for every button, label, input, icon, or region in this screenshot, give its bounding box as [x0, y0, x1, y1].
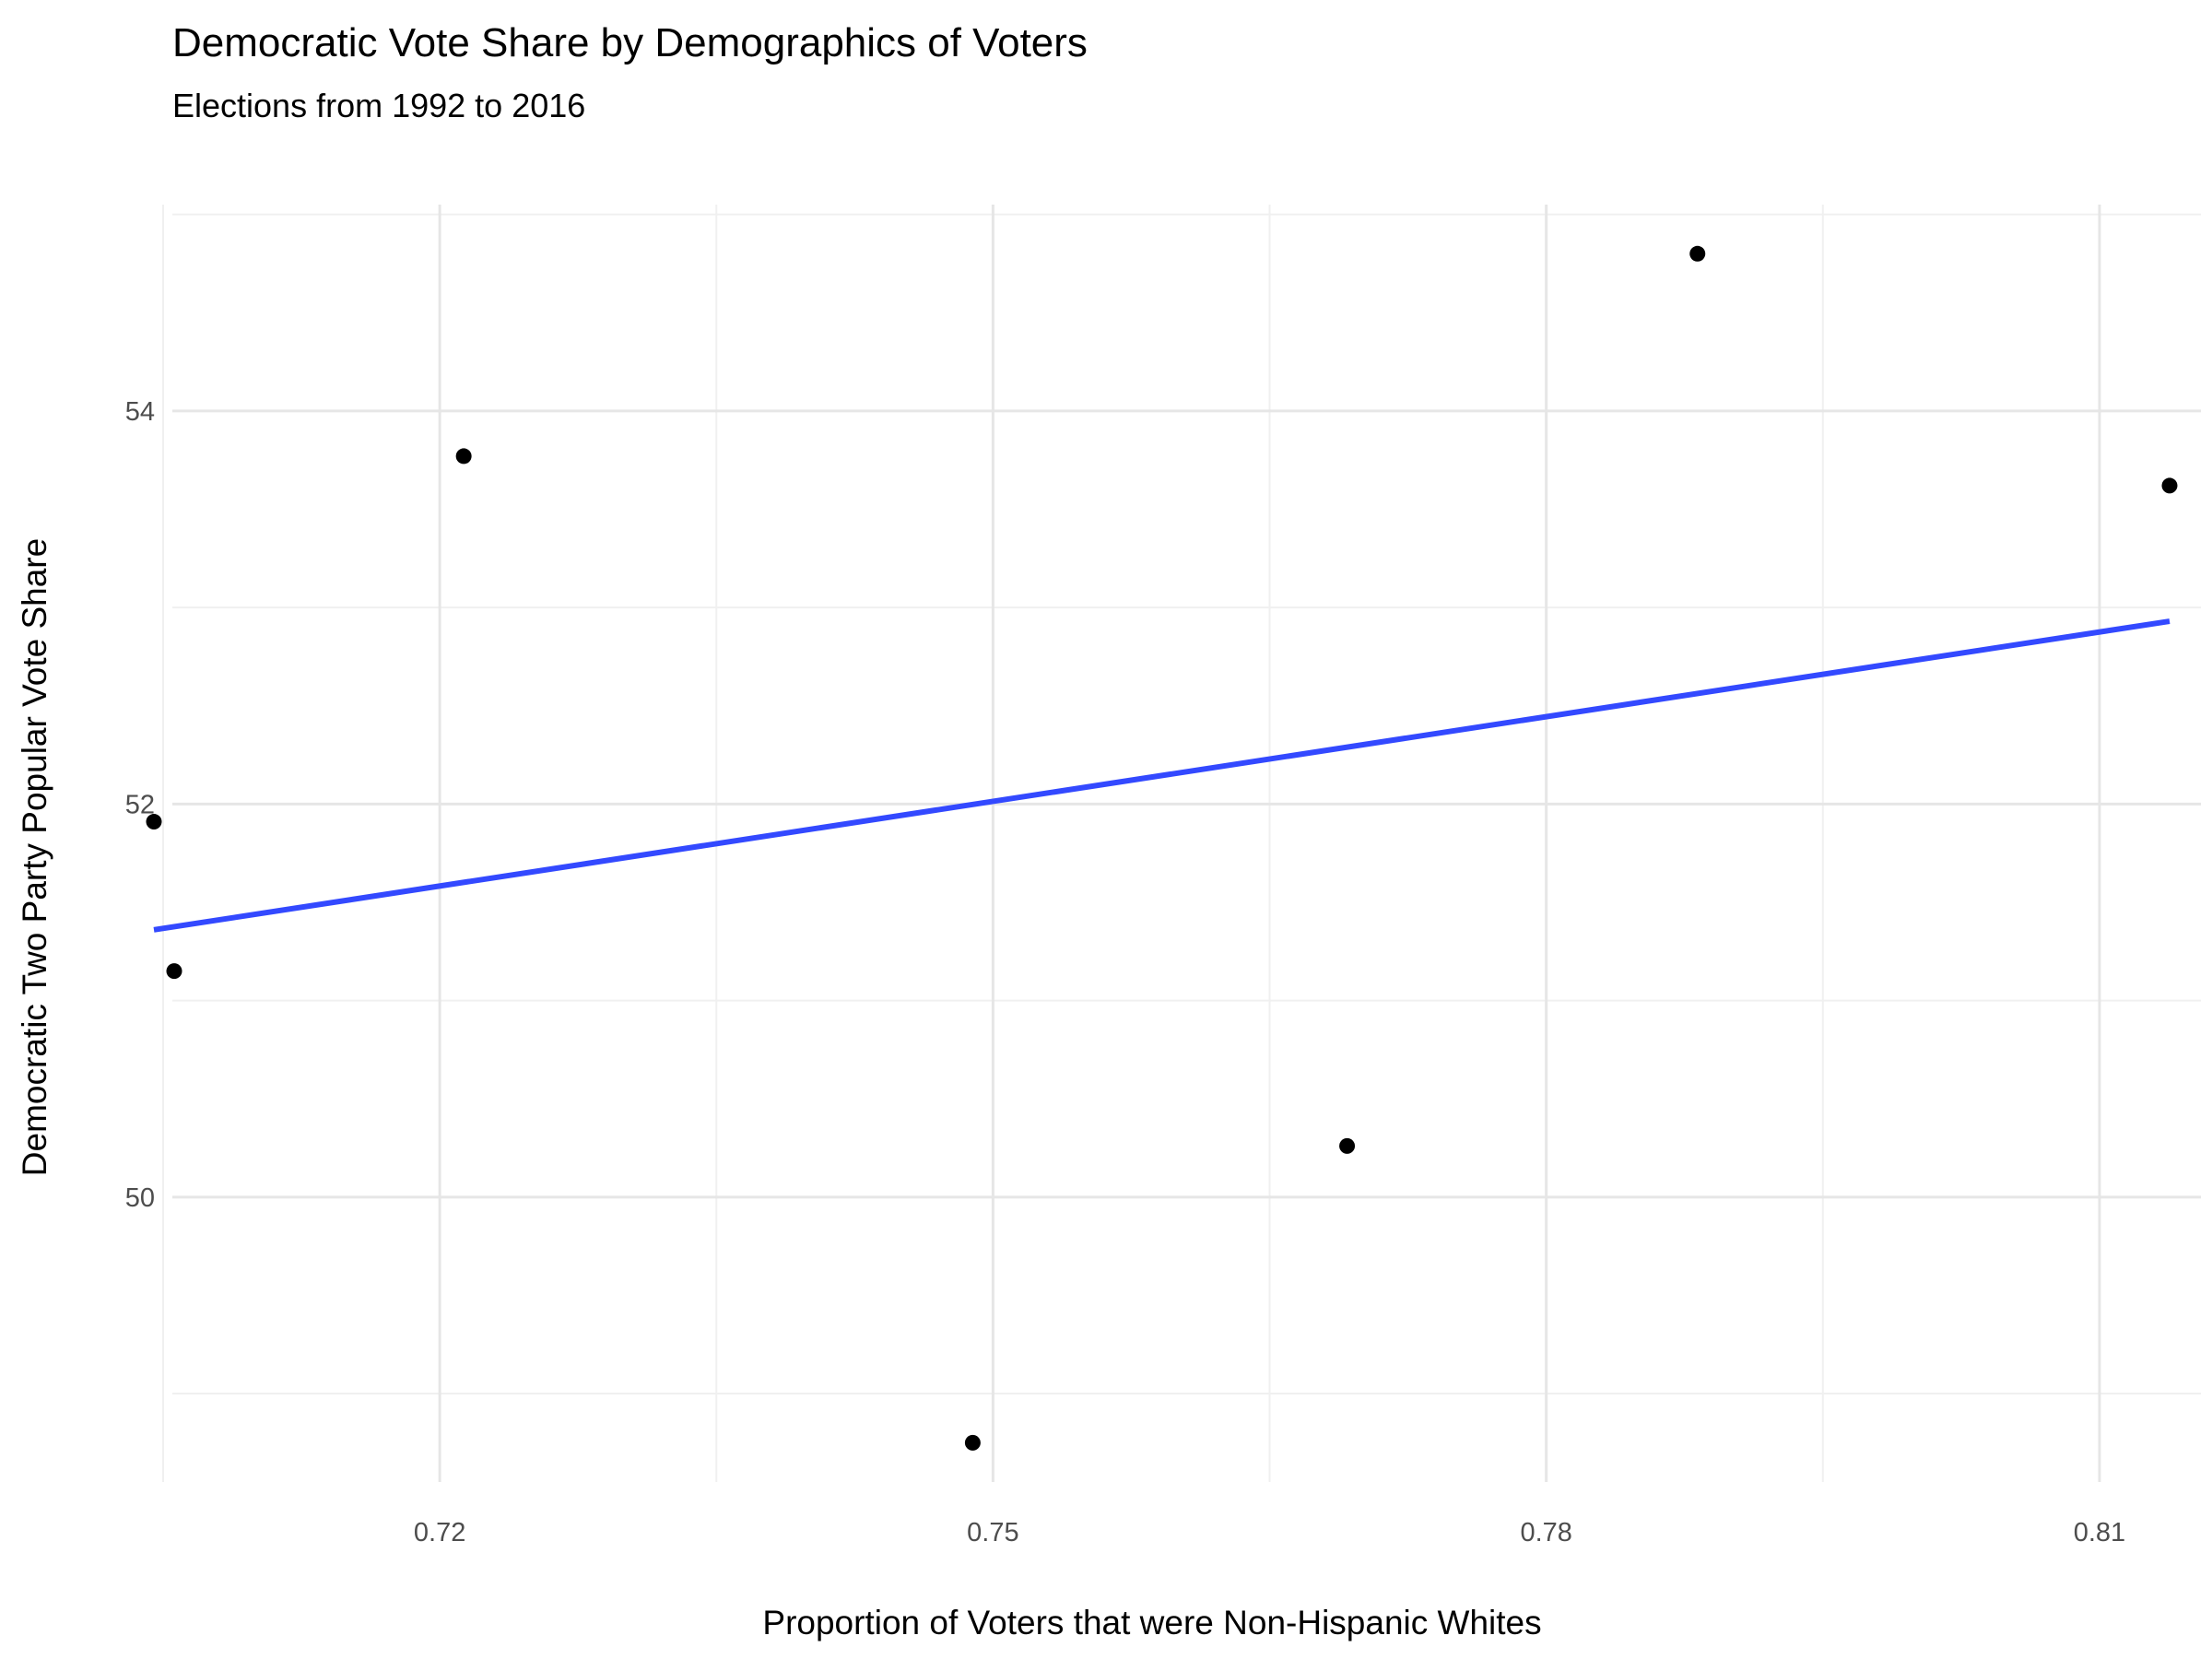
x-tick-label: 0.72 [414, 1518, 465, 1547]
data-point [146, 814, 162, 830]
data-point [964, 1434, 981, 1451]
x-tick-label: 0.75 [967, 1518, 1018, 1547]
data-point [2161, 477, 2178, 494]
chart-title: Democratic Vote Share by Demographics of… [172, 20, 1088, 65]
data-points [146, 245, 2178, 1451]
y-tick-label: 52 [125, 790, 155, 819]
minor-gridlines [161, 205, 2201, 1482]
data-point [455, 448, 472, 465]
y-tick-label: 50 [125, 1183, 155, 1213]
y-axis-title: Democratic Two Party Popular Vote Share [16, 538, 53, 1176]
x-tick-label: 0.81 [2074, 1518, 2125, 1547]
x-tick-labels: 0.72 0.75 0.78 0.81 [414, 1518, 2125, 1547]
data-point [1689, 245, 1706, 262]
y-tick-label: 54 [125, 397, 155, 427]
x-axis-title: Proportion of Voters that were Non-Hispa… [762, 1604, 1541, 1641]
data-point [1339, 1137, 1356, 1154]
y-tick-labels: 50 52 54 [125, 397, 155, 1213]
x-tick-label: 0.78 [1520, 1518, 1571, 1547]
trend-line-layer [153, 618, 2171, 933]
trend-line [153, 618, 2171, 933]
data-point [166, 963, 182, 980]
major-gridlines [172, 205, 2201, 1482]
chart-subtitle: Elections from 1992 to 2016 [172, 87, 586, 124]
